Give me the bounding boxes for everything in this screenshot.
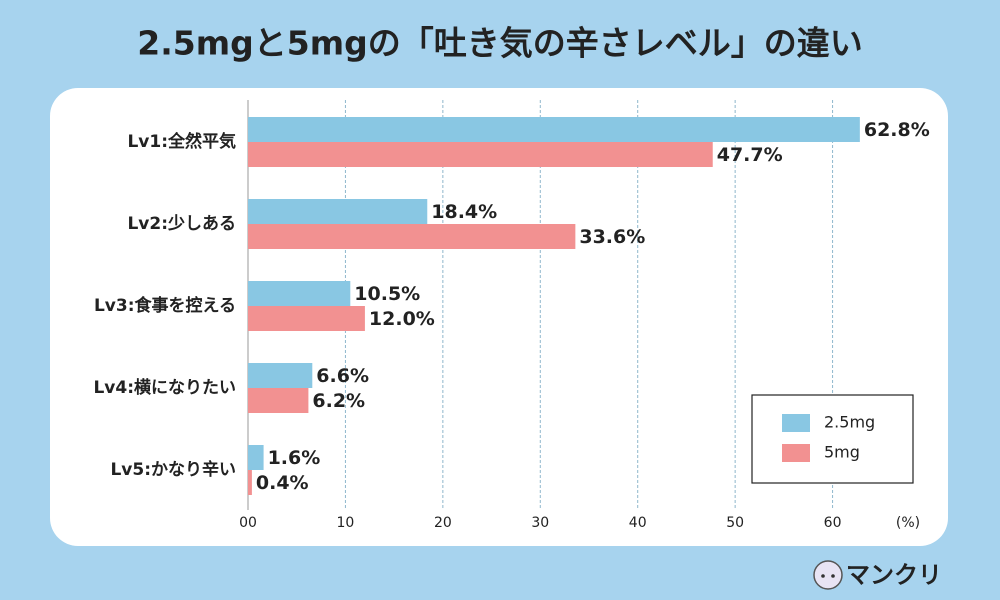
bar	[248, 142, 713, 167]
bar	[248, 306, 365, 331]
legend-swatch	[782, 414, 810, 432]
bar	[248, 199, 428, 224]
logo: マンクリ	[813, 560, 942, 590]
x-tick-label: 40	[629, 515, 647, 531]
y-tick-label: Lv1:全然平気	[127, 131, 236, 152]
value-label: 62.8%	[864, 119, 930, 141]
legend: 2.5mg 5mg	[751, 394, 914, 484]
bar	[248, 224, 576, 249]
x-tick-label: 10	[337, 515, 355, 531]
bar	[248, 445, 264, 470]
x-tick-label: 00	[239, 515, 257, 531]
logo-icon	[813, 560, 843, 590]
bar	[248, 281, 351, 306]
value-label: 6.6%	[316, 365, 369, 387]
chart-title: 2.5mgと5mgの「吐き気の辛さレベル」の違い	[137, 24, 862, 63]
x-tick-label: 30	[531, 515, 549, 531]
y-tick-label: Lv3:食事を控える	[94, 295, 236, 316]
bar	[248, 470, 252, 495]
logo-eye	[831, 574, 835, 578]
x-tick-label: 60	[824, 515, 842, 531]
bar	[248, 388, 309, 413]
bar	[248, 363, 313, 388]
value-label: 47.7%	[717, 144, 783, 166]
value-label: 6.2%	[312, 390, 365, 412]
value-label: 0.4%	[256, 472, 309, 494]
y-tick-label: Lv2:少しある	[127, 214, 236, 234]
value-label: 1.6%	[268, 447, 321, 469]
logo-text: マンクリ	[846, 561, 942, 589]
x-axis-label: (%)	[896, 515, 920, 531]
value-label: 12.0%	[369, 308, 435, 330]
logo-eye	[821, 574, 825, 578]
x-tick-label: 50	[726, 515, 744, 531]
y-tick-label: Lv5:かなり辛い	[110, 459, 236, 480]
legend-swatch	[782, 444, 810, 462]
legend-label: 2.5mg	[824, 413, 875, 432]
value-label: 10.5%	[354, 283, 420, 305]
value-label: 18.4%	[431, 201, 497, 223]
value-label: 33.6%	[579, 226, 645, 248]
x-tick-label: 20	[434, 515, 452, 531]
bar	[248, 117, 860, 142]
legend-label: 5mg	[824, 443, 860, 462]
y-tick-label: Lv4:横になりたい	[93, 377, 236, 398]
legend-box	[751, 394, 914, 484]
